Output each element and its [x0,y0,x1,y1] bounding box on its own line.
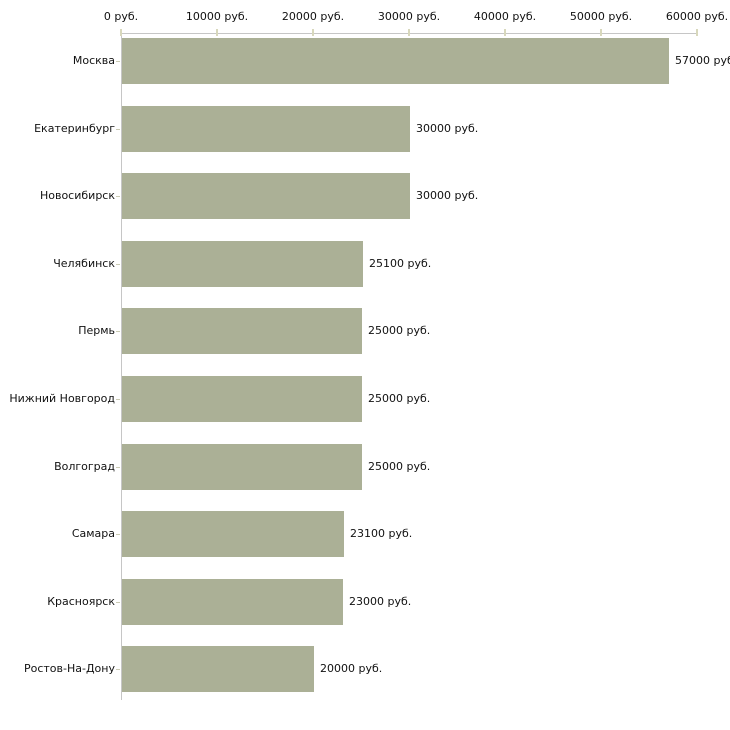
bar [122,376,362,422]
x-axis-tick-label: 0 руб. [103,10,139,23]
bar [122,511,344,557]
category-tick-mark [116,399,120,400]
category-label: Екатеринбург [34,122,115,135]
category-tick-mark [116,196,120,197]
category-tick-mark [116,669,120,670]
bar [122,579,343,625]
value-label: 25100 руб. [369,257,432,270]
x-axis-tick-mark [600,29,602,36]
x-axis-tick-mark [312,29,314,36]
value-label: 25000 руб. [368,460,431,473]
category-tick-mark [116,331,120,332]
value-label: 30000 руб. [416,122,479,135]
x-axis-tick-label: 50000 руб. [569,10,633,23]
category-label: Пермь [78,324,115,337]
category-tick-mark [116,602,120,603]
x-axis-tick-mark [408,29,410,36]
value-label: 57000 руб. [675,54,730,67]
x-axis-tick-mark [504,29,506,36]
x-axis-tick-mark [120,29,122,36]
x-axis-tick-label: 60000 руб. [665,10,729,23]
y-axis-line [121,33,122,700]
value-label: 20000 руб. [320,662,383,675]
category-label: Москва [72,54,115,67]
x-axis-tick-mark [696,29,698,36]
category-label: Ростов-На-Дону [23,662,115,675]
category-label: Красноярск [47,595,115,608]
category-tick-mark [116,467,120,468]
x-axis-tick-label: 20000 руб. [281,10,345,23]
category-label: Новосибирск [39,189,115,202]
value-label: 23100 руб. [350,527,413,540]
value-label: 25000 руб. [368,392,431,405]
bar [122,38,669,84]
x-axis-tick-label: 30000 руб. [377,10,441,23]
category-label: Нижний Новгород [9,392,115,405]
category-tick-mark [116,264,120,265]
bar [122,308,362,354]
bar [122,106,410,152]
bar [122,646,314,692]
bar [122,241,363,287]
category-label: Самара [71,527,115,540]
category-label: Челябинск [53,257,115,270]
x-axis-tick-label: 40000 руб. [473,10,537,23]
category-tick-mark [116,129,120,130]
category-label: Волгоград [54,460,115,473]
value-label: 23000 руб. [349,595,412,608]
category-tick-mark [116,61,120,62]
x-axis-tick-label: 10000 руб. [185,10,249,23]
bar [122,173,410,219]
category-tick-mark [116,534,120,535]
x-axis-tick-mark [216,29,218,36]
bar [122,444,362,490]
value-label: 25000 руб. [368,324,431,337]
value-label: 30000 руб. [416,189,479,202]
